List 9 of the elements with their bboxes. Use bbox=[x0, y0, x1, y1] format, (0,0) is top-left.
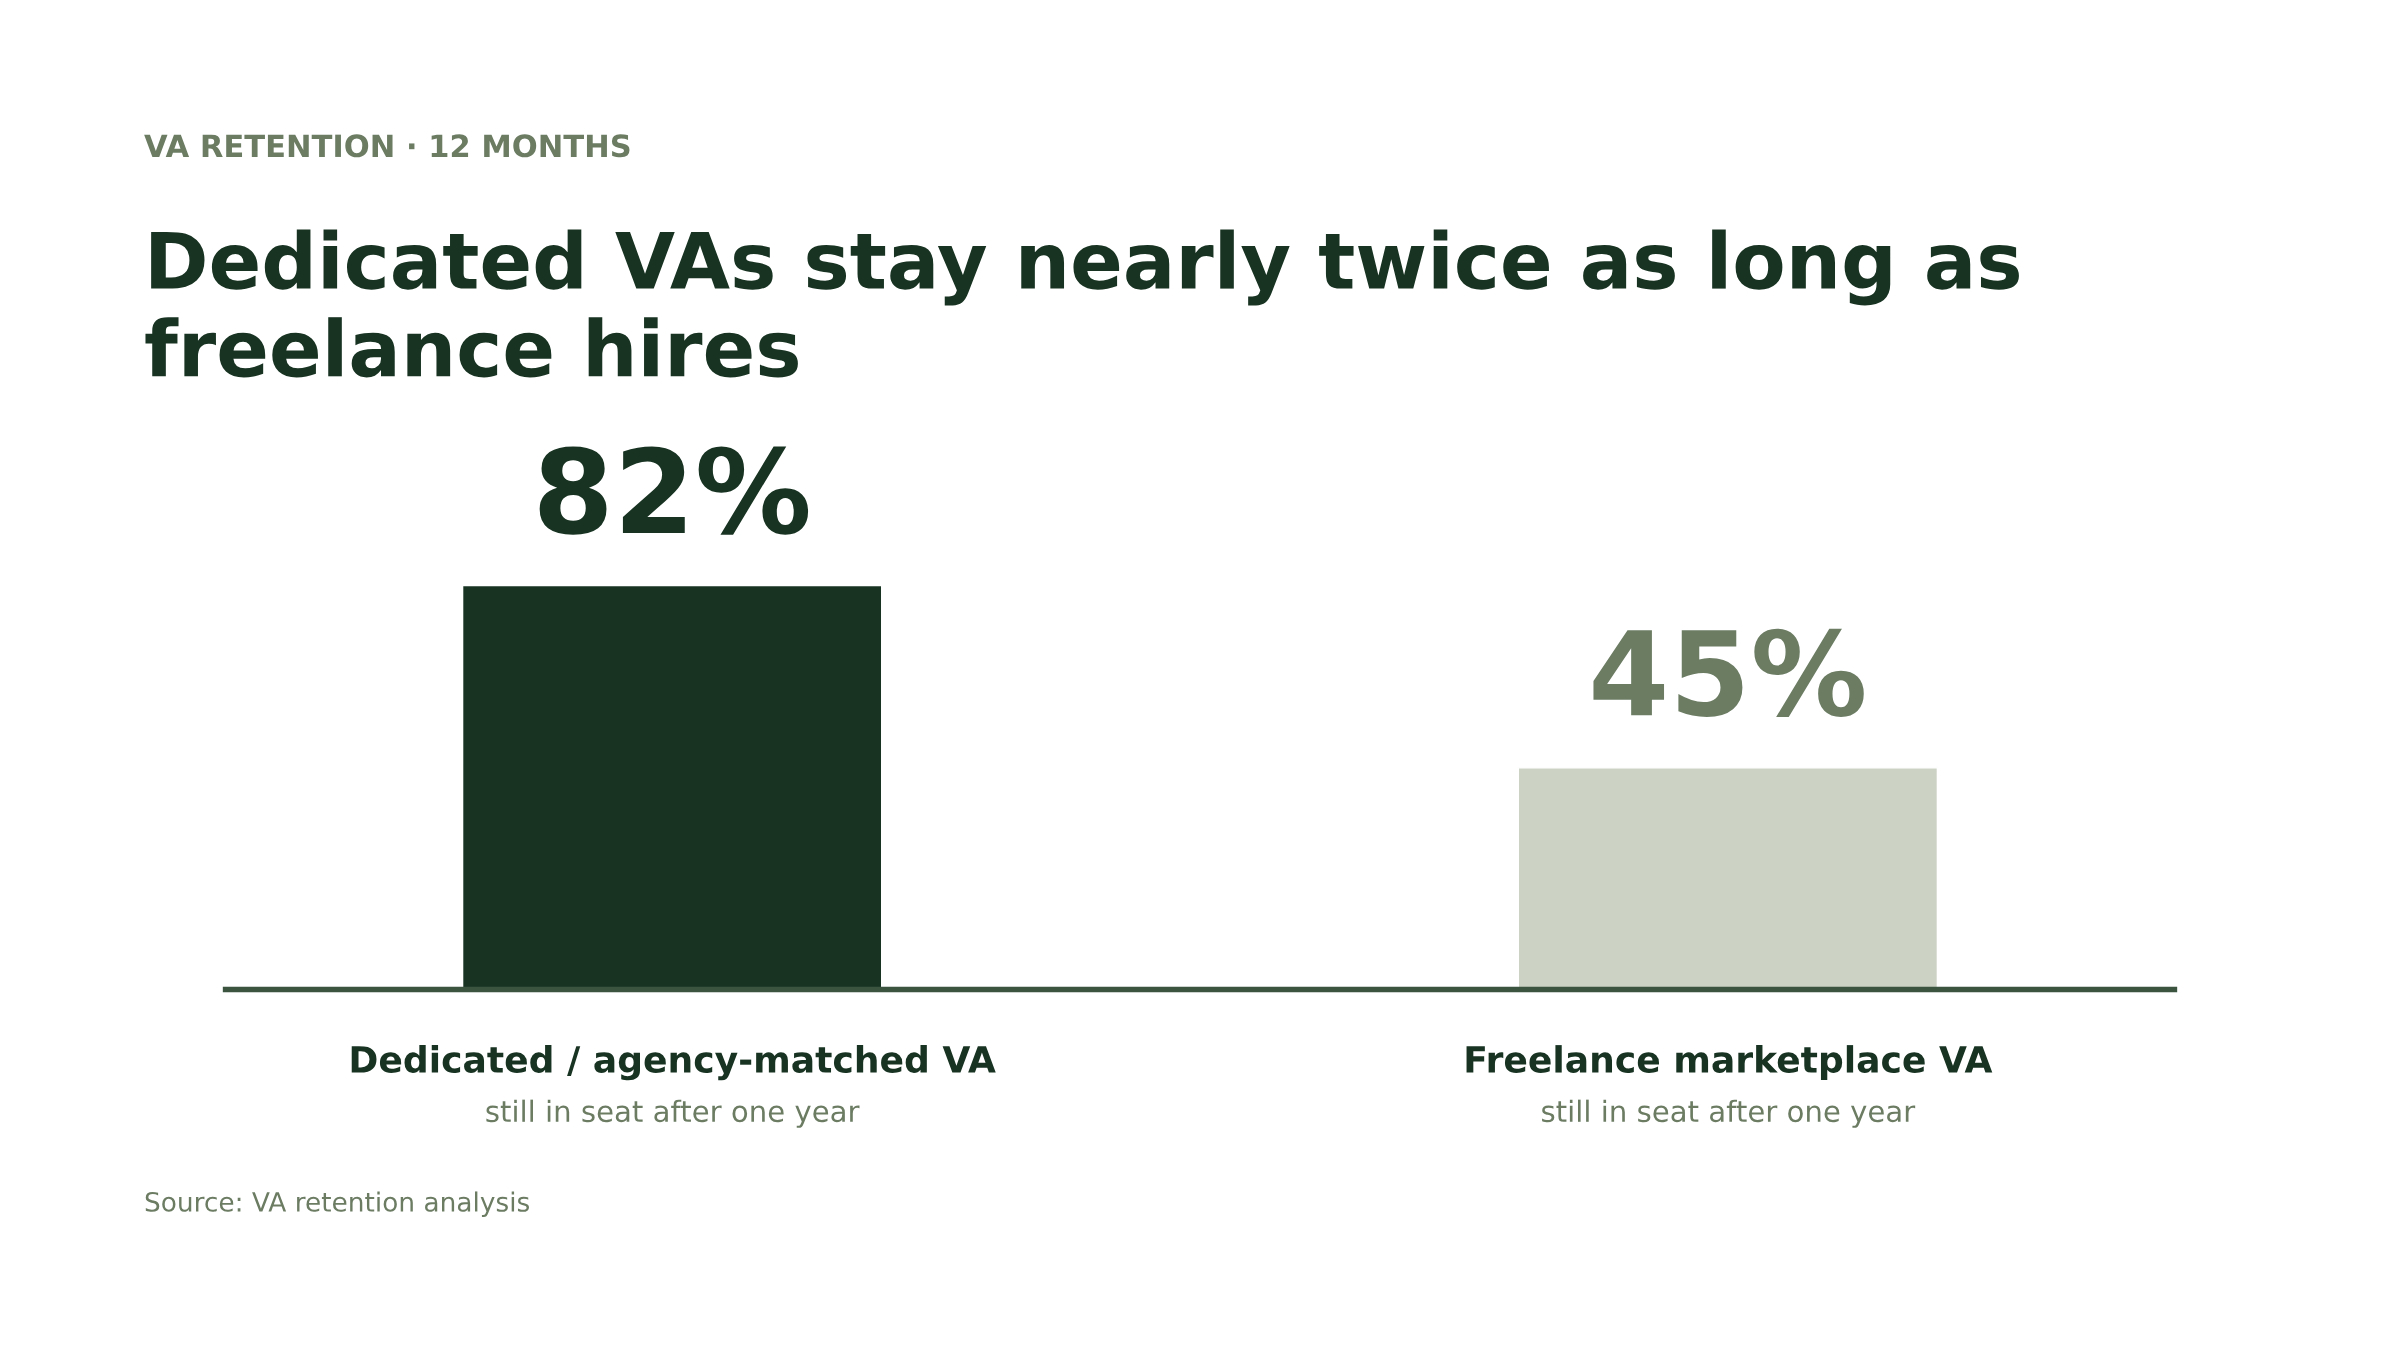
chart-subtitle: VA RETENTION · 12 MONTHS bbox=[144, 134, 630, 158]
x-tick-label: Freelance marketplace VA bbox=[1466, 1045, 1993, 1081]
text: still in seat after one year bbox=[486, 1099, 860, 1128]
text: still in seat after one year bbox=[1542, 1099, 1916, 1128]
source-note: Source: VA retention analysis bbox=[145, 1191, 529, 1217]
chart-title: Dedicated VAs stay nearly twice as long as freelance hires bbox=[145, 229, 2019, 378]
data-label: 82% bbox=[539, 446, 809, 535]
data-label: 45% bbox=[1593, 628, 1864, 717]
x-tick-label: Dedicated / agency-matched VA bbox=[351, 1045, 996, 1081]
